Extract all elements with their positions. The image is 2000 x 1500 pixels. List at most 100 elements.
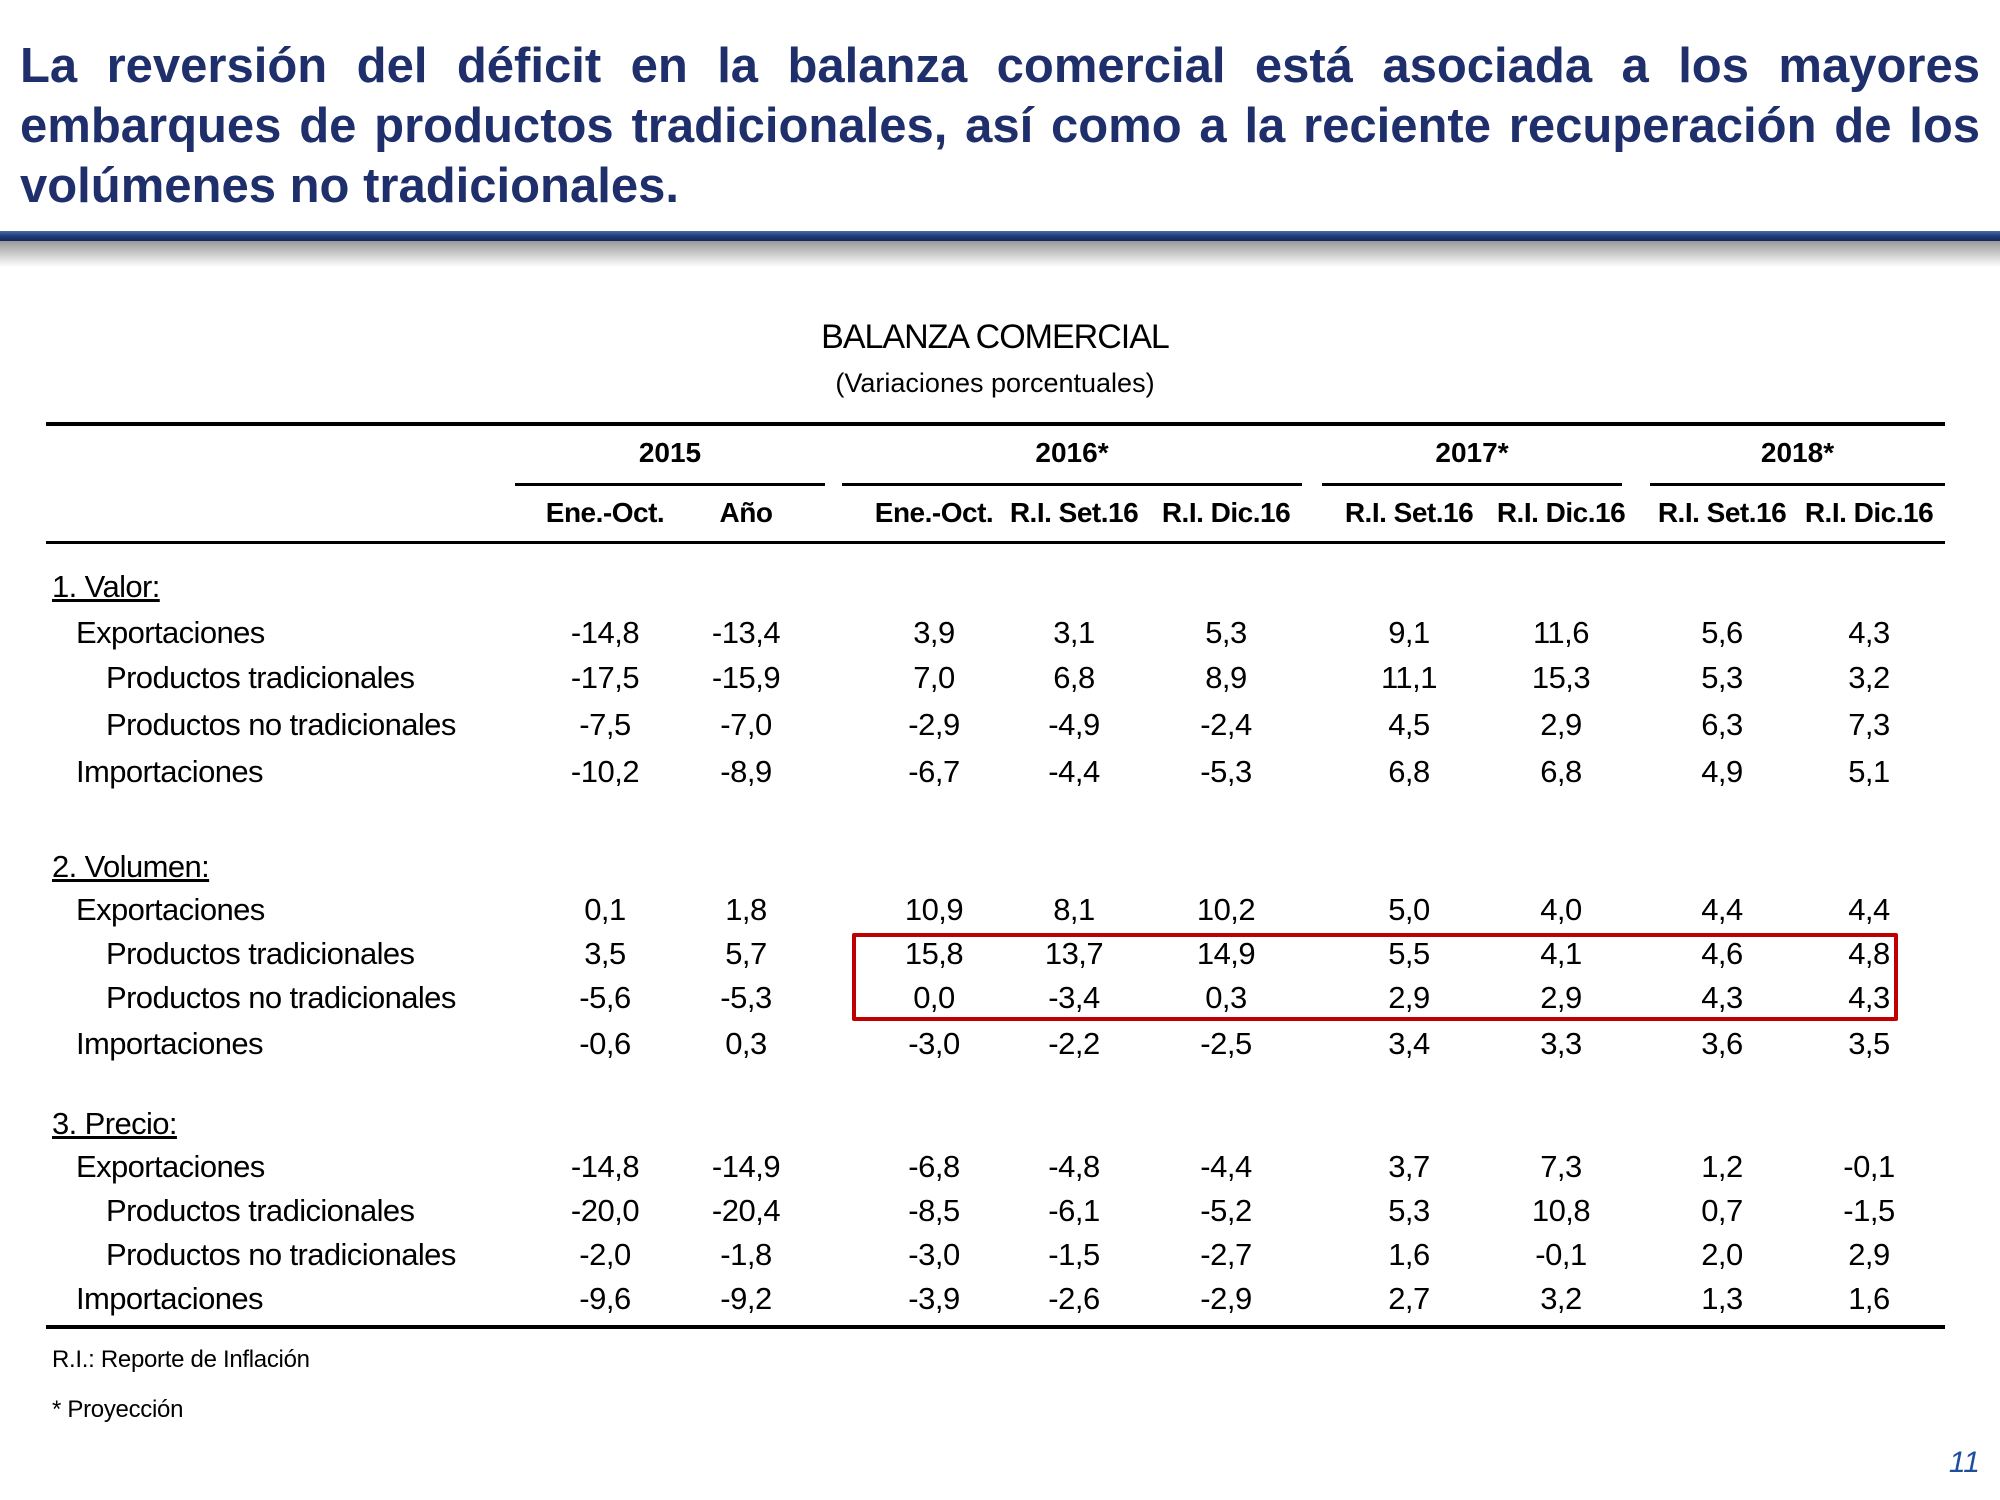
table-cell: -2,0 — [579, 1237, 631, 1272]
table-cell: -0,6 — [579, 1026, 631, 1061]
column-header: R.I. Dic.16 — [1496, 497, 1626, 528]
table-cell: -6,7 — [908, 754, 960, 789]
table-cell: 9,1 — [1388, 615, 1430, 650]
table-cell: 15,8 — [904, 936, 964, 971]
table-cell: -6,8 — [908, 1149, 960, 1184]
row-label: Exportaciones — [76, 892, 265, 927]
table-cell: -9,6 — [579, 1281, 631, 1316]
table-cell: -2,6 — [1048, 1281, 1100, 1316]
table-cell: -4,4 — [1048, 754, 1100, 789]
row-label: Exportaciones — [76, 1149, 265, 1184]
table-cell: -5,2 — [1200, 1193, 1252, 1228]
table-cell: -5,6 — [579, 980, 631, 1015]
table-header-rule — [46, 541, 1945, 544]
table-cell: -13,4 — [711, 615, 781, 650]
table-cell: -3,4 — [1048, 980, 1100, 1015]
row-label: Importaciones — [76, 754, 264, 789]
table-cell: -3,9 — [908, 1281, 960, 1316]
table-cell: -7,5 — [579, 707, 631, 742]
column-header: R.I. Dic.16 — [1804, 497, 1934, 528]
table-cell: -14,8 — [570, 615, 640, 650]
table-cell: -0,1 — [1843, 1149, 1895, 1184]
row-label: Productos tradicionales — [106, 936, 415, 971]
table-cell: 4,5 — [1388, 707, 1430, 742]
table-cell: -5,3 — [720, 980, 772, 1015]
table-cell: 4,3 — [1701, 980, 1743, 1015]
table-cell: 4,0 — [1540, 892, 1582, 927]
table-cell: 3,4 — [1388, 1026, 1430, 1061]
table-cell: 14,9 — [1196, 936, 1256, 971]
table-cell: 5,6 — [1701, 615, 1743, 650]
section-label: 2. Volumen: — [52, 849, 210, 884]
table-cell: 0,7 — [1701, 1193, 1743, 1228]
table-cell: 7,3 — [1848, 707, 1890, 742]
table-subtitle: (Variaciones porcentuales) — [835, 368, 1155, 398]
footnote-projection: * Proyección — [52, 1396, 184, 1423]
table-cell: 1,2 — [1701, 1149, 1743, 1184]
header-divider-bar — [0, 231, 2000, 241]
table-cell: 3,2 — [1540, 1281, 1582, 1316]
table-cell: -14,8 — [570, 1149, 640, 1184]
table-cell: 0,3 — [725, 1026, 767, 1061]
volume-highlight-box — [852, 933, 1898, 1021]
table-cell: 5,1 — [1848, 754, 1890, 789]
column-header: R.I. Dic.16 — [1161, 497, 1291, 528]
table-cell: 3,7 — [1388, 1149, 1430, 1184]
slide-headline: La reversión del déficit en la balanza c… — [20, 39, 1980, 213]
table-cell: -6,1 — [1048, 1193, 1100, 1228]
table-cell: 4,6 — [1701, 936, 1743, 971]
row-label: Productos tradicionales — [106, 1193, 415, 1228]
year-group-underline — [1650, 483, 1945, 486]
table-cell: -2,2 — [1048, 1026, 1100, 1061]
table-cell: 4,1 — [1540, 936, 1582, 971]
table-cell: 5,7 — [725, 936, 767, 971]
table-cell: 13,7 — [1044, 936, 1104, 971]
year-group-header: 2018* — [1760, 437, 1835, 468]
table-cell: -1,8 — [720, 1237, 772, 1272]
table-cell: -2,9 — [908, 707, 960, 742]
footnote-ri: R.I.: Reporte de Inflación — [52, 1346, 310, 1373]
year-group-underline — [1322, 483, 1622, 486]
table-cell: -4,8 — [1048, 1149, 1100, 1184]
table-cell: 15,3 — [1531, 660, 1591, 695]
table-cell: 3,5 — [584, 936, 626, 971]
table-cell: -1,5 — [1843, 1193, 1895, 1228]
table-top-rule — [46, 422, 1945, 426]
table-cell: -1,5 — [1048, 1237, 1100, 1272]
table-cell: 3,9 — [913, 615, 955, 650]
row-label: Productos tradicionales — [106, 660, 415, 695]
table-cell: -4,9 — [1048, 707, 1100, 742]
column-header: R.I. Set.16 — [1344, 497, 1474, 528]
table-cell: 7,3 — [1540, 1149, 1582, 1184]
table-cell: -10,2 — [570, 754, 640, 789]
section-label: 3. Precio: — [52, 1106, 178, 1141]
table-cell: -9,2 — [720, 1281, 772, 1316]
column-header: Ene.-Oct. — [874, 497, 994, 528]
row-label: Productos no tradicionales — [106, 980, 456, 1015]
table-cell: 2,9 — [1540, 980, 1582, 1015]
table-cell: 7,0 — [913, 660, 955, 695]
table-cell: -8,5 — [908, 1193, 960, 1228]
table-cell: 2,0 — [1701, 1237, 1743, 1272]
table-cell: 4,8 — [1848, 936, 1890, 971]
table-cell: 5,3 — [1388, 1193, 1430, 1228]
table-cell: -14,9 — [711, 1149, 781, 1184]
year-group-header: 2015 — [638, 437, 702, 468]
table-cell: -0,1 — [1535, 1237, 1587, 1272]
table-cell: 3,1 — [1053, 615, 1095, 650]
table-cell: 2,9 — [1388, 980, 1430, 1015]
year-group-underline — [515, 483, 825, 486]
year-group-header: 2017* — [1435, 437, 1509, 468]
table-cell: 6,8 — [1388, 754, 1430, 789]
table-cell: 1,6 — [1388, 1237, 1430, 1272]
table-cell: -2,7 — [1200, 1237, 1252, 1272]
table-cell: 4,3 — [1848, 615, 1890, 650]
section-label: 1. Valor: — [52, 569, 160, 604]
table-cell: 3,2 — [1848, 660, 1890, 695]
table-cell: -4,4 — [1200, 1149, 1252, 1184]
table-cell: 10,9 — [904, 892, 964, 927]
table-cell: -2,9 — [1200, 1281, 1252, 1316]
column-header: R.I. Set.16 — [1657, 497, 1787, 528]
table-title: BALANZA COMERCIAL — [821, 318, 1170, 356]
table-cell: 8,9 — [1205, 660, 1247, 695]
